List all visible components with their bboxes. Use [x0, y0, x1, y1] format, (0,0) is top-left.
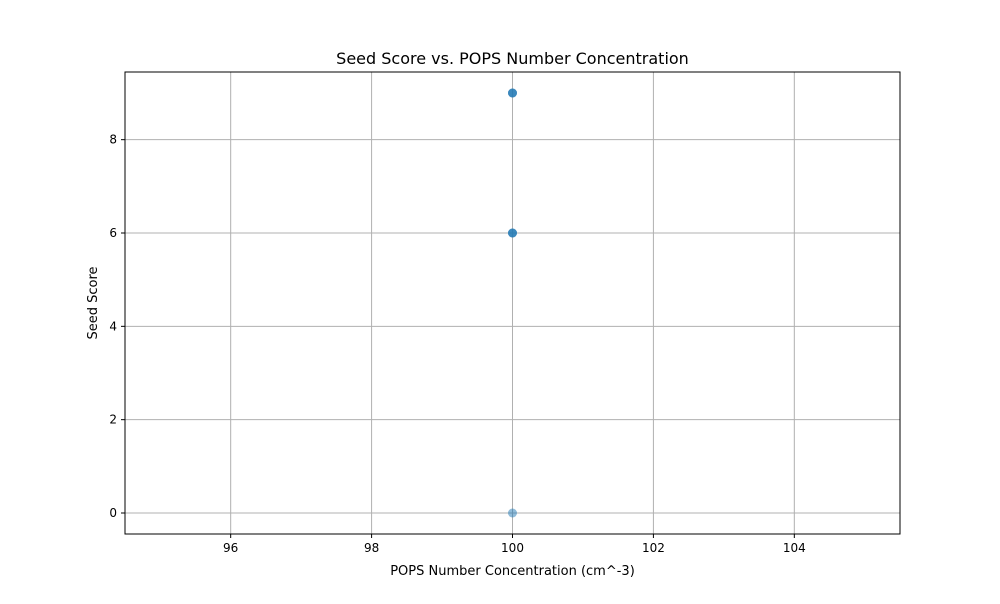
data-point	[508, 88, 517, 98]
x-tick-label: 96	[223, 541, 238, 555]
y-tick-label: 6	[109, 226, 117, 240]
x-tick-label: 98	[364, 541, 379, 555]
x-tick-label: 100	[501, 541, 524, 555]
x-tick-label: 104	[783, 541, 806, 555]
y-tick-label: 8	[109, 133, 117, 147]
chart-title: Seed Score vs. POPS Number Concentration	[336, 49, 689, 68]
x-axis-label: POPS Number Concentration (cm^-3)	[390, 564, 635, 579]
data-points	[508, 88, 517, 518]
data-point	[508, 508, 517, 518]
axis-ticks: 96 98 100 102 104 0 2 4 6 8	[109, 133, 805, 555]
x-tick-label: 102	[642, 541, 665, 555]
y-tick-label: 4	[109, 319, 117, 333]
y-tick-label: 2	[109, 413, 117, 427]
data-point	[508, 228, 517, 238]
y-axis-label: Seed Score	[86, 266, 101, 339]
y-tick-label: 0	[109, 506, 117, 520]
